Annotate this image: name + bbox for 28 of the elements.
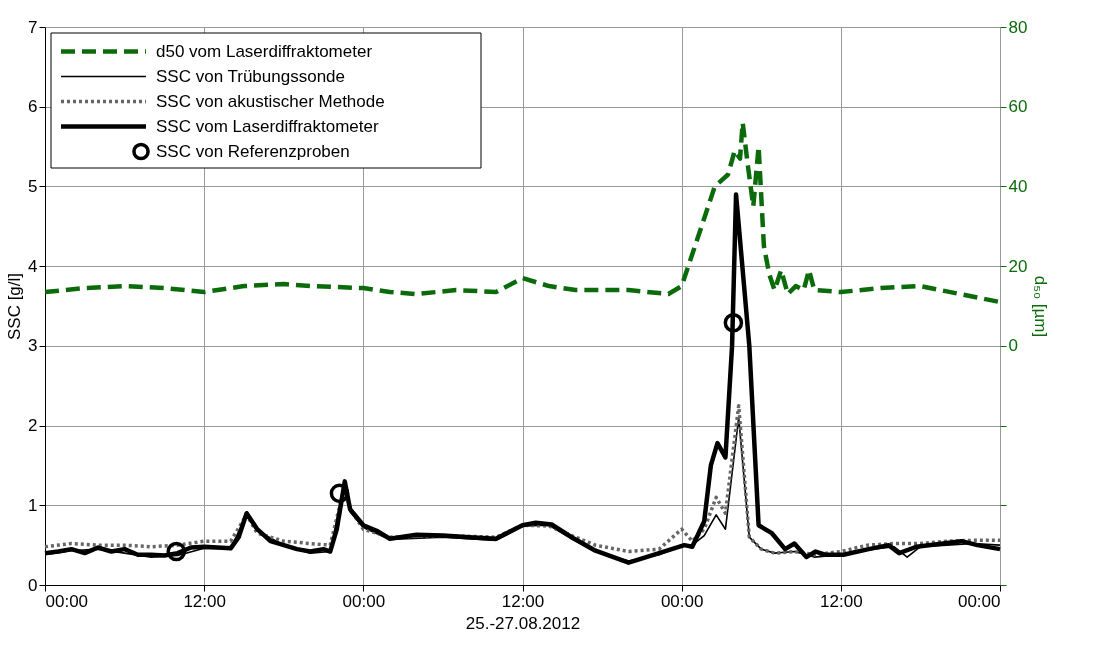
y-axis-title: SSC [g/l] <box>5 272 25 341</box>
y-tick-label: 2 <box>28 416 38 436</box>
y-tick-label: 0 <box>28 575 38 595</box>
legend-label: SSC von Referenzproben <box>156 141 350 161</box>
x-tick-label: 12:00 <box>501 591 545 611</box>
x-tick-label: 00:00 <box>342 591 386 611</box>
y2-axis-title: d₅₀ [µm] <box>1031 275 1051 338</box>
y-tick-label: 5 <box>28 176 38 196</box>
y-tick-label: 6 <box>28 97 38 117</box>
y2-tick-label: 60 <box>1008 97 1028 117</box>
y2-tick-label: 40 <box>1008 176 1028 196</box>
x-axis-title: 25.-27.08.2012 <box>465 613 581 633</box>
legend-label: d50 vom Laserdiffraktometer <box>156 41 373 61</box>
y-tick-label: 1 <box>28 495 38 515</box>
y2-tick-label: 20 <box>1008 256 1028 276</box>
y-tick-label: 7 <box>28 17 38 37</box>
legend-label: SSC von Trübungssonde <box>156 66 346 86</box>
legend-label: SSC von akustischer Methode <box>156 91 385 111</box>
y2-tick-label: 0 <box>1008 336 1018 356</box>
legend-label: SSC vom Laserdiffraktometer <box>156 116 379 136</box>
y-tick-label: 4 <box>28 256 38 276</box>
x-tick-label: 12:00 <box>183 591 226 611</box>
x-tick-label: 00:00 <box>660 591 704 611</box>
y-tick-label: 3 <box>28 336 38 356</box>
y2-tick-label: 80 <box>1008 17 1028 37</box>
x-tick-label: 00:00 <box>45 591 89 611</box>
x-tick-label: 12:00 <box>820 591 863 611</box>
x-tick-label: 00:00 <box>957 591 1001 611</box>
